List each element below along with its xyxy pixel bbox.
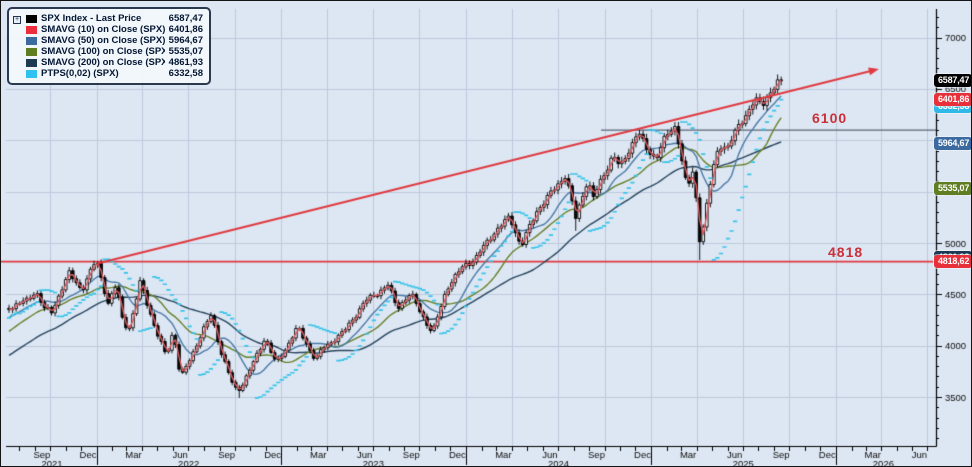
legend-row-ptps[interactable]: PTPS(0,02) (SPX) 6332,58 [26,68,203,79]
legend-label: PTPS(0,02) (SPX) [41,68,119,79]
legend-row-smavg100[interactable]: SMAVG (100) on Close (SPX) 5535,07 [26,46,203,57]
legend-label: SMAVG (10) on Close (SPX) [41,24,165,35]
legend-label: SMAVG (100) on Close (SPX) [41,46,165,57]
legend-value: 6587,47 [168,13,203,24]
price-badge-smavg50: 5964,67 [934,137,971,151]
smavg50-swatch [26,36,37,45]
legend-value: 6332,58 [168,68,203,79]
smavg100-swatch [26,47,37,56]
legend-row-smavg50[interactable]: SMAVG (50) on Close (SPX) 5964,67 [26,35,203,46]
price-badge-level4818: 4818,62 [934,255,971,269]
legend-value: 5535,07 [168,46,203,57]
legend-value: 4861,93 [168,57,203,68]
price-badge-smavg10: 6401,86 [934,92,971,106]
legend-label: SMAVG (200) on Close (SPX) [41,57,165,68]
level-label-6100[interactable]: 6100 [812,110,848,126]
ptps-swatch [26,69,37,78]
level-label-4818[interactable]: 4818 [828,244,864,260]
price-badge-last: 6587,47 [934,73,971,87]
legend-row-smavg200[interactable]: SMAVG (200) on Close (SPX) 4861,93 [26,57,203,68]
price-badge-smavg100: 5535,07 [934,181,971,195]
legend-expand-icon[interactable]: + [13,16,21,24]
legend-row-last-price[interactable]: SPX Index - Last Price 6587,47 [26,13,203,24]
smavg10-swatch [26,25,37,34]
last-price-swatch [26,14,37,23]
legend-row-smavg10[interactable]: SMAVG (10) on Close (SPX) 6401,86 [26,24,203,35]
legend-value: 5964,67 [168,35,203,46]
smavg200-swatch [26,58,37,67]
legend-label: SMAVG (50) on Close (SPX) [41,35,165,46]
legend-label: SPX Index - Last Price [41,13,142,24]
legend-value: 6401,86 [168,24,203,35]
chart-legend[interactable]: + SPX Index - Last Price 6587,47 SMAVG (… [7,7,211,85]
